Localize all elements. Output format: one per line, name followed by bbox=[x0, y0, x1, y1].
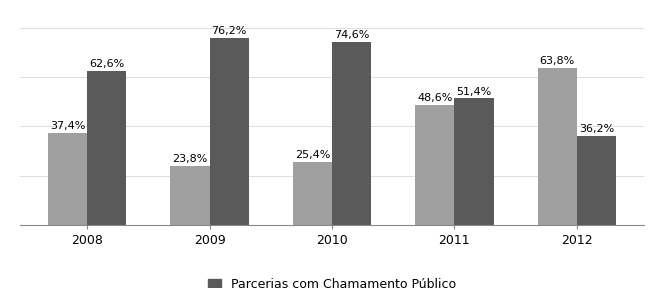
Bar bbox=[48, 133, 87, 225]
Text: 36,2%: 36,2% bbox=[579, 124, 614, 134]
Bar bbox=[210, 38, 249, 225]
Text: 25,4%: 25,4% bbox=[295, 150, 330, 160]
Bar bbox=[87, 71, 126, 225]
Bar bbox=[171, 166, 210, 225]
Bar bbox=[332, 41, 371, 225]
Legend: Parcerias com Chamamento Público: Parcerias com Chamamento Público bbox=[208, 278, 456, 288]
Text: 74,6%: 74,6% bbox=[334, 30, 369, 39]
Bar bbox=[577, 136, 616, 225]
Bar bbox=[293, 162, 332, 225]
Bar bbox=[415, 105, 454, 225]
Text: 76,2%: 76,2% bbox=[212, 26, 247, 36]
Text: 63,8%: 63,8% bbox=[540, 56, 575, 66]
Text: 62,6%: 62,6% bbox=[89, 59, 124, 69]
Bar bbox=[538, 68, 577, 225]
Text: 23,8%: 23,8% bbox=[173, 154, 208, 164]
Bar bbox=[454, 98, 493, 225]
Text: 48,6%: 48,6% bbox=[417, 93, 452, 103]
Text: 37,4%: 37,4% bbox=[50, 121, 86, 131]
Text: 51,4%: 51,4% bbox=[456, 86, 491, 96]
